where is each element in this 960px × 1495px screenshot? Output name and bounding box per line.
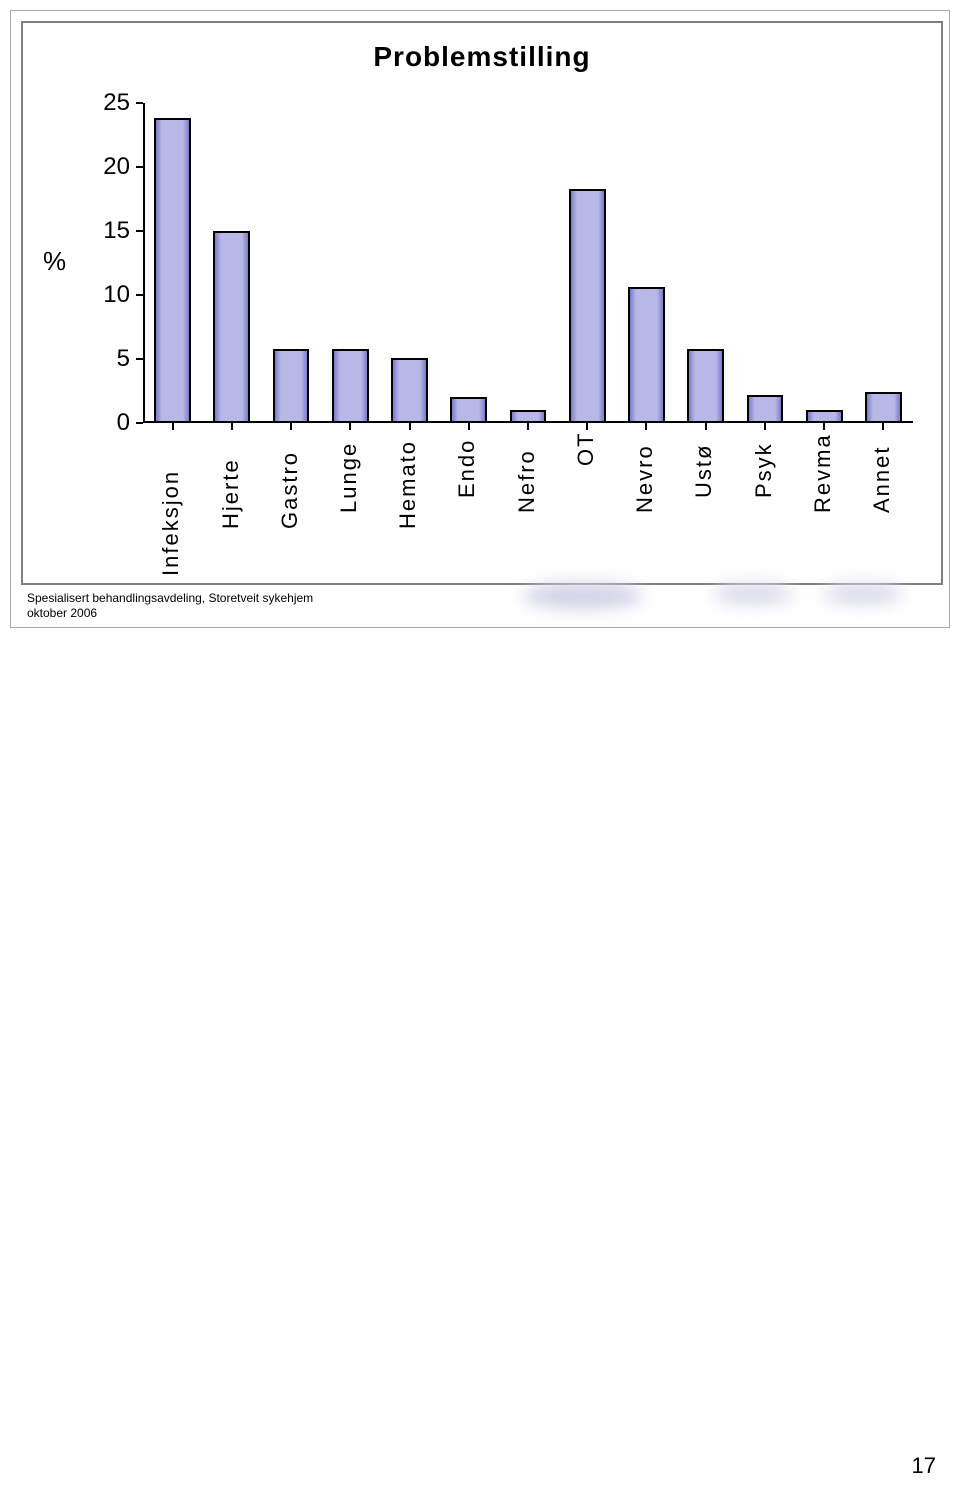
x-tick [468,423,470,430]
bar [213,231,250,423]
y-tick [136,294,143,296]
y-tick-label: 20 [86,153,130,181]
x-tick [645,423,647,430]
x-tick [527,423,529,430]
x-tick [705,423,707,430]
bar [450,397,487,423]
y-tick [136,358,143,360]
x-tick [290,423,292,430]
category-label: Psyk [751,442,777,498]
y-tick [136,230,143,232]
y-tick [136,102,143,104]
y-tick [136,422,143,424]
category-label: OT [573,432,599,467]
x-tick [764,423,766,430]
x-tick [882,423,884,430]
category-label: Nefro [514,449,540,513]
plot-area: 0510152025 [143,103,913,423]
category-label: Hjerte [218,458,244,529]
chart-title: Problemstilling [23,41,941,73]
bar [687,349,724,423]
y-tick [136,166,143,168]
footer-line-2: oktober 2006 [27,606,939,621]
bar [332,349,369,423]
bar [391,358,428,423]
bar [154,118,191,423]
category-label: Annet [869,446,895,514]
category-label: Hemato [395,440,421,529]
y-tick-label: 25 [86,89,130,117]
bar [747,395,784,423]
x-tick [231,423,233,430]
footer-note: Spesialisert behandlingsavdeling, Storet… [27,591,939,621]
category-label: Nevro [632,445,658,514]
x-tick [349,423,351,430]
x-tick [172,423,174,430]
chart-frame: Problemstilling % 0510152025 InfeksjonHj… [21,21,943,585]
category-label: Infeksjon [158,470,184,576]
footer-line-1: Spesialisert behandlingsavdeling, Storet… [27,591,939,606]
bar-group [143,103,913,423]
x-tick [586,423,588,430]
y-axis-line [143,103,145,423]
category-label: Endo [454,438,480,497]
category-label: Gastro [277,451,303,529]
bar [628,287,665,423]
page-number: 17 [912,1453,936,1479]
bar [273,349,310,423]
category-label: Lunge [336,442,362,513]
x-tick [409,423,411,430]
category-label: Ustø [691,443,717,497]
x-tick [823,423,825,430]
y-axis-label: % [43,246,66,277]
y-tick-label: 5 [86,345,130,373]
y-tick-label: 10 [86,281,130,309]
y-tick-label: 0 [86,409,130,437]
bar [569,189,606,423]
category-label: Revma [810,434,836,514]
page: Problemstilling % 0510152025 InfeksjonHj… [0,0,960,1495]
bar [865,392,902,423]
y-tick-label: 15 [86,217,130,245]
slide-frame: Problemstilling % 0510152025 InfeksjonHj… [10,10,950,628]
